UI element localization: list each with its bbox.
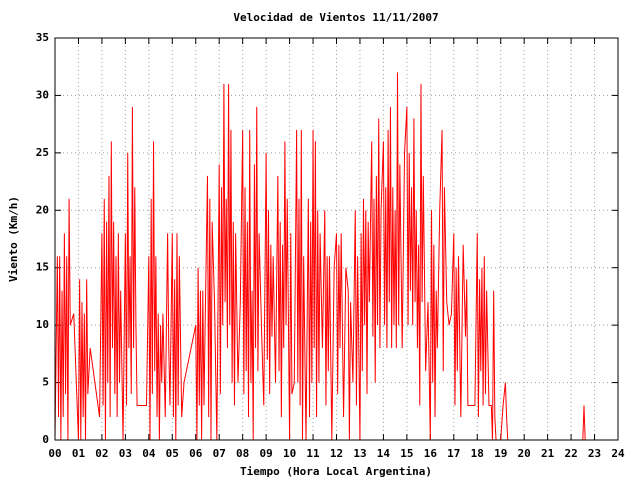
x-tick-label: 02 bbox=[95, 447, 108, 460]
x-tick-label: 10 bbox=[283, 447, 296, 460]
x-tick-label: 16 bbox=[424, 447, 438, 460]
wind-line bbox=[54, 72, 586, 441]
x-tick-label: 19 bbox=[494, 447, 507, 460]
y-tick-label: 25 bbox=[36, 146, 49, 159]
y-tick-label: 5 bbox=[42, 376, 49, 389]
x-tick-label: 21 bbox=[541, 447, 555, 460]
x-tick-label: 05 bbox=[166, 447, 179, 460]
y-axis-label: Viento (Km/h) bbox=[7, 196, 20, 282]
x-tick-label: 15 bbox=[400, 447, 413, 460]
x-tick-label: 17 bbox=[447, 447, 460, 460]
y-tick-label: 30 bbox=[36, 88, 49, 101]
x-tick-label: 01 bbox=[72, 447, 86, 460]
y-tick-label: 20 bbox=[36, 203, 49, 216]
x-tick-label: 09 bbox=[260, 447, 273, 460]
x-tick-label: 12 bbox=[330, 447, 343, 460]
x-tick-label: 11 bbox=[306, 447, 320, 460]
x-tick-label: 13 bbox=[353, 447, 366, 460]
x-tick-label: 24 bbox=[611, 447, 625, 460]
x-tick-label: 06 bbox=[189, 447, 203, 460]
x-tick-label: 23 bbox=[588, 447, 601, 460]
plot-frame bbox=[54, 37, 619, 441]
y-tick-label: 35 bbox=[36, 31, 49, 44]
x-tick-label: 14 bbox=[377, 447, 391, 460]
y-tick-label: 15 bbox=[36, 261, 49, 274]
x-tick-label: 08 bbox=[236, 447, 249, 460]
x-tick-label: 07 bbox=[213, 447, 226, 460]
y-tick-label: 10 bbox=[36, 318, 49, 331]
x-tick-label: 20 bbox=[518, 447, 531, 460]
x-tick-label: 04 bbox=[142, 447, 156, 460]
x-tick-label: 03 bbox=[119, 447, 132, 460]
chart-title: Velocidad de Vientos 11/11/2007 bbox=[233, 11, 438, 24]
y-tick-label: 0 bbox=[42, 433, 49, 446]
x-tick-label: 00 bbox=[48, 447, 61, 460]
x-axis-label: Tiempo (Hora Local Argentina) bbox=[240, 465, 432, 478]
x-tick-label: 22 bbox=[564, 447, 577, 460]
x-tick-label: 18 bbox=[471, 447, 484, 460]
